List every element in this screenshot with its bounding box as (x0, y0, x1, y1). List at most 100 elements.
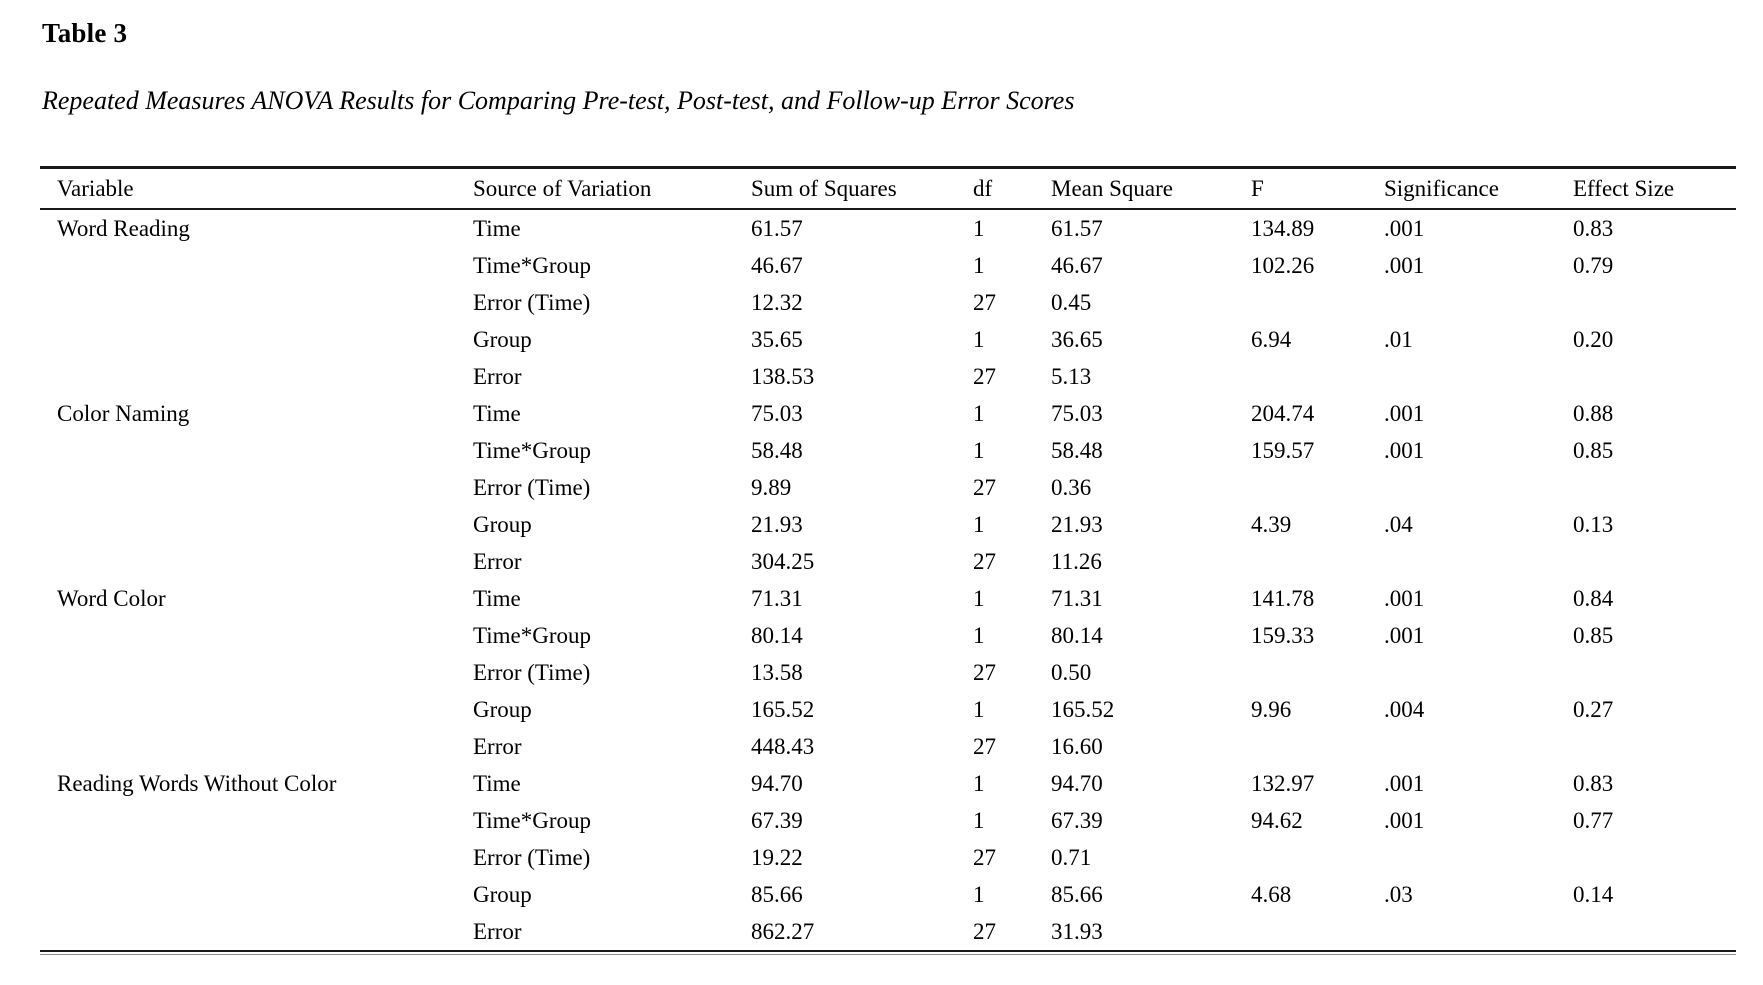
table-row: Error 304.25 27 11.26 (40, 543, 1736, 580)
cell-f: 94.62 (1251, 807, 1303, 833)
cell-significance (1374, 728, 1563, 765)
cell-mean-square: 71.31 (1051, 585, 1103, 611)
cell-source-of-variation: Error (473, 363, 522, 389)
cell-effect-size (1563, 358, 1736, 395)
cell-mean-square: 85.66 (1051, 881, 1103, 907)
cell-significance: .04 (1384, 511, 1413, 537)
cell-source-of-variation: Error (473, 733, 522, 759)
cell-sum-of-squares: 58.48 (751, 437, 803, 463)
cell-variable (40, 691, 463, 728)
cell-mean-square: 11.26 (1051, 548, 1102, 574)
table-row: Group 21.93 1 21.93 4.39 .04 0.13 (40, 506, 1736, 543)
column-header-significance: Significance (1374, 167, 1563, 210)
cell-df: 1 (973, 511, 985, 537)
cell-mean-square: 67.39 (1051, 807, 1103, 833)
cell-sum-of-squares: 138.53 (751, 363, 815, 389)
cell-f (1241, 543, 1374, 580)
cell-variable (40, 802, 463, 839)
cell-significance (1374, 284, 1563, 321)
cell-significance (1374, 358, 1563, 395)
cell-significance (1374, 469, 1563, 506)
cell-mean-square: 94.70 (1051, 770, 1103, 796)
cell-effect-size: 0.77 (1573, 807, 1614, 833)
cell-effect-size: 0.84 (1573, 585, 1614, 611)
cell-significance: .001 (1384, 585, 1425, 611)
column-header-df: df (963, 167, 1041, 210)
cell-source-of-variation: Group (473, 881, 532, 907)
cell-mean-square: 36.65 (1051, 326, 1103, 352)
cell-mean-square: 75.03 (1051, 400, 1103, 426)
cell-effect-size: 0.85 (1573, 622, 1614, 648)
cell-significance (1374, 654, 1563, 691)
cell-variable (40, 506, 463, 543)
table-row: Group 35.65 1 36.65 6.94 .01 0.20 (40, 321, 1736, 358)
cell-df: 1 (973, 881, 985, 907)
cell-sum-of-squares: 165.52 (751, 696, 815, 722)
cell-significance (1374, 839, 1563, 876)
cell-variable: Reading Words Without Color (57, 770, 337, 796)
cell-effect-size (1563, 654, 1736, 691)
cell-effect-size: 0.83 (1573, 215, 1614, 241)
table-caption: Repeated Measures ANOVA Results for Comp… (42, 86, 1075, 115)
table-row: Error (Time) 12.32 27 0.45 (40, 284, 1736, 321)
cell-df: 1 (973, 770, 985, 796)
cell-significance: .001 (1384, 400, 1425, 426)
cell-source-of-variation: Time*Group (473, 807, 591, 833)
cell-variable (40, 284, 463, 321)
cell-f (1241, 469, 1374, 506)
cell-effect-size (1563, 284, 1736, 321)
cell-df: 1 (973, 585, 985, 611)
cell-source-of-variation: Group (473, 696, 532, 722)
cell-significance: .001 (1384, 215, 1425, 241)
anova-table-container: Variable Source of Variation Sum of Squa… (40, 166, 1736, 955)
cell-variable: Color Naming (57, 400, 190, 426)
column-header-variable: Variable (40, 167, 463, 210)
table-row: Error (Time) 19.22 27 0.71 (40, 839, 1736, 876)
cell-variable (40, 432, 463, 469)
cell-df: 1 (973, 215, 985, 241)
cell-effect-size: 0.20 (1573, 326, 1614, 352)
cell-effect-size (1563, 469, 1736, 506)
cell-f (1241, 839, 1374, 876)
cell-f (1241, 913, 1374, 951)
cell-significance: .001 (1384, 807, 1425, 833)
cell-df: 1 (973, 326, 985, 352)
cell-effect-size (1563, 913, 1736, 951)
cell-variable (40, 321, 463, 358)
column-header-source-of-variation: Source of Variation (463, 167, 741, 210)
column-header-mean-square: Mean Square (1041, 167, 1241, 210)
cell-source-of-variation: Error (473, 548, 522, 574)
cell-df: 1 (973, 437, 985, 463)
cell-significance: .001 (1384, 622, 1425, 648)
cell-source-of-variation: Time*Group (473, 437, 591, 463)
cell-sum-of-squares: 13.58 (751, 659, 803, 685)
cell-source-of-variation: Error (Time) (473, 289, 591, 315)
cell-mean-square: 80.14 (1051, 622, 1103, 648)
cell-mean-square: 61.57 (1051, 215, 1103, 241)
cell-significance (1374, 543, 1563, 580)
cell-f (1241, 728, 1374, 765)
cell-f: 9.96 (1251, 696, 1292, 722)
cell-source-of-variation: Time (473, 770, 521, 796)
column-header-f: F (1241, 167, 1374, 210)
cell-sum-of-squares: 94.70 (751, 770, 803, 796)
cell-sum-of-squares: 67.39 (751, 807, 803, 833)
cell-variable (40, 543, 463, 580)
cell-source-of-variation: Time (473, 585, 521, 611)
table-row: Word Reading Time 61.57 1 61.57 134.89 .… (40, 209, 1736, 247)
table-row: Error 862.27 27 31.93 (40, 913, 1736, 951)
cell-mean-square: 21.93 (1051, 511, 1103, 537)
cell-significance: .001 (1384, 770, 1425, 796)
cell-sum-of-squares: 46.67 (751, 252, 803, 278)
cell-source-of-variation: Error (Time) (473, 474, 591, 500)
cell-mean-square: 0.45 (1051, 289, 1092, 315)
cell-variable (40, 247, 463, 284)
cell-effect-size: 0.14 (1573, 881, 1614, 907)
cell-sum-of-squares: 21.93 (751, 511, 803, 537)
cell-sum-of-squares: 12.32 (751, 289, 803, 315)
cell-variable: Word Color (57, 585, 166, 611)
cell-f (1241, 654, 1374, 691)
cell-f (1241, 358, 1374, 395)
cell-df: 27 (973, 289, 996, 315)
cell-variable (40, 839, 463, 876)
